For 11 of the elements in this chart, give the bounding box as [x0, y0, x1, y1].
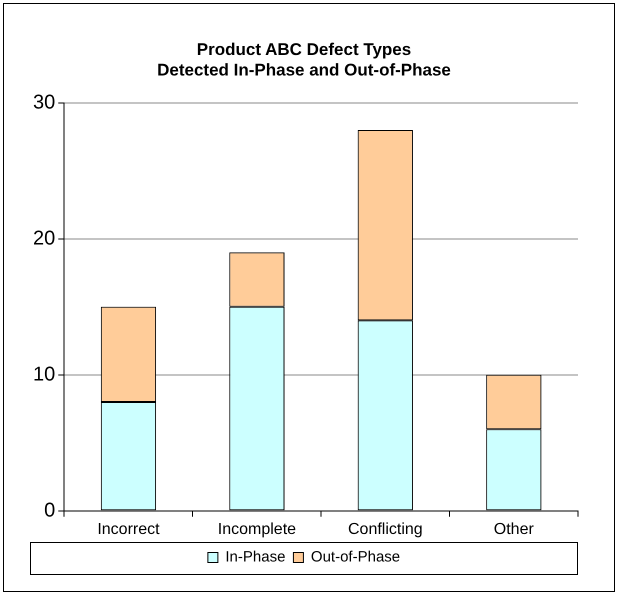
- x-tick-label: Other: [494, 520, 534, 538]
- legend-label: In-Phase: [225, 548, 286, 566]
- chart-title: Product ABC Defect Types Detected In-Phase and Out-of-Phase: [157, 40, 451, 80]
- y-tick-label: 20: [32, 227, 56, 250]
- x-tick-label: Incorrect: [97, 520, 160, 538]
- x-tick-label: Incomplete: [218, 520, 296, 538]
- y-tick-label: 30: [32, 91, 56, 114]
- y-tick-label: 10: [32, 363, 56, 386]
- legend-label: Out-of-Phase: [310, 548, 400, 566]
- y-tick-label: 0: [44, 499, 56, 522]
- x-tick-label: Conflicting: [348, 520, 423, 538]
